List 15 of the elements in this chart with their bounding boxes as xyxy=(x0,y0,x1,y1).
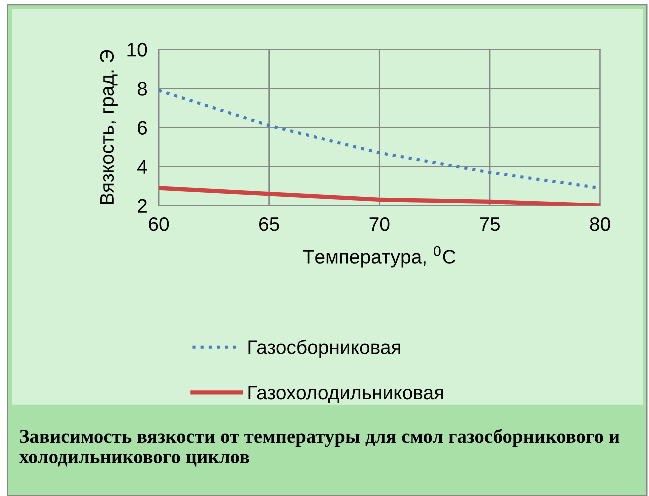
y-tick-label: 6 xyxy=(138,121,148,135)
y-tick-label: 2 xyxy=(138,199,147,213)
x-tick-label: 65 xyxy=(260,217,280,232)
y-tick-label: 8 xyxy=(138,82,148,96)
y-axis-title: Вязкость, град. Э xyxy=(100,50,118,204)
legend-label: Газосборниковая xyxy=(248,340,400,358)
legend-label: Газохолодильниковая xyxy=(248,386,444,404)
x-tick-label: 75 xyxy=(480,218,500,232)
x-tick-label: 60 xyxy=(149,217,170,232)
x-tick-label: 70 xyxy=(370,217,390,232)
text: Зависимость вязкости от температуры для смол газосборникового и холодильникового циклов xyxy=(20,429,620,467)
x-axis-title: Температура, $^{0}$C xyxy=(303,246,456,268)
x-tick-label: 80 xyxy=(590,217,610,232)
y-tick-label: 4 xyxy=(138,160,148,174)
y-tick-label: 10 xyxy=(128,43,148,57)
